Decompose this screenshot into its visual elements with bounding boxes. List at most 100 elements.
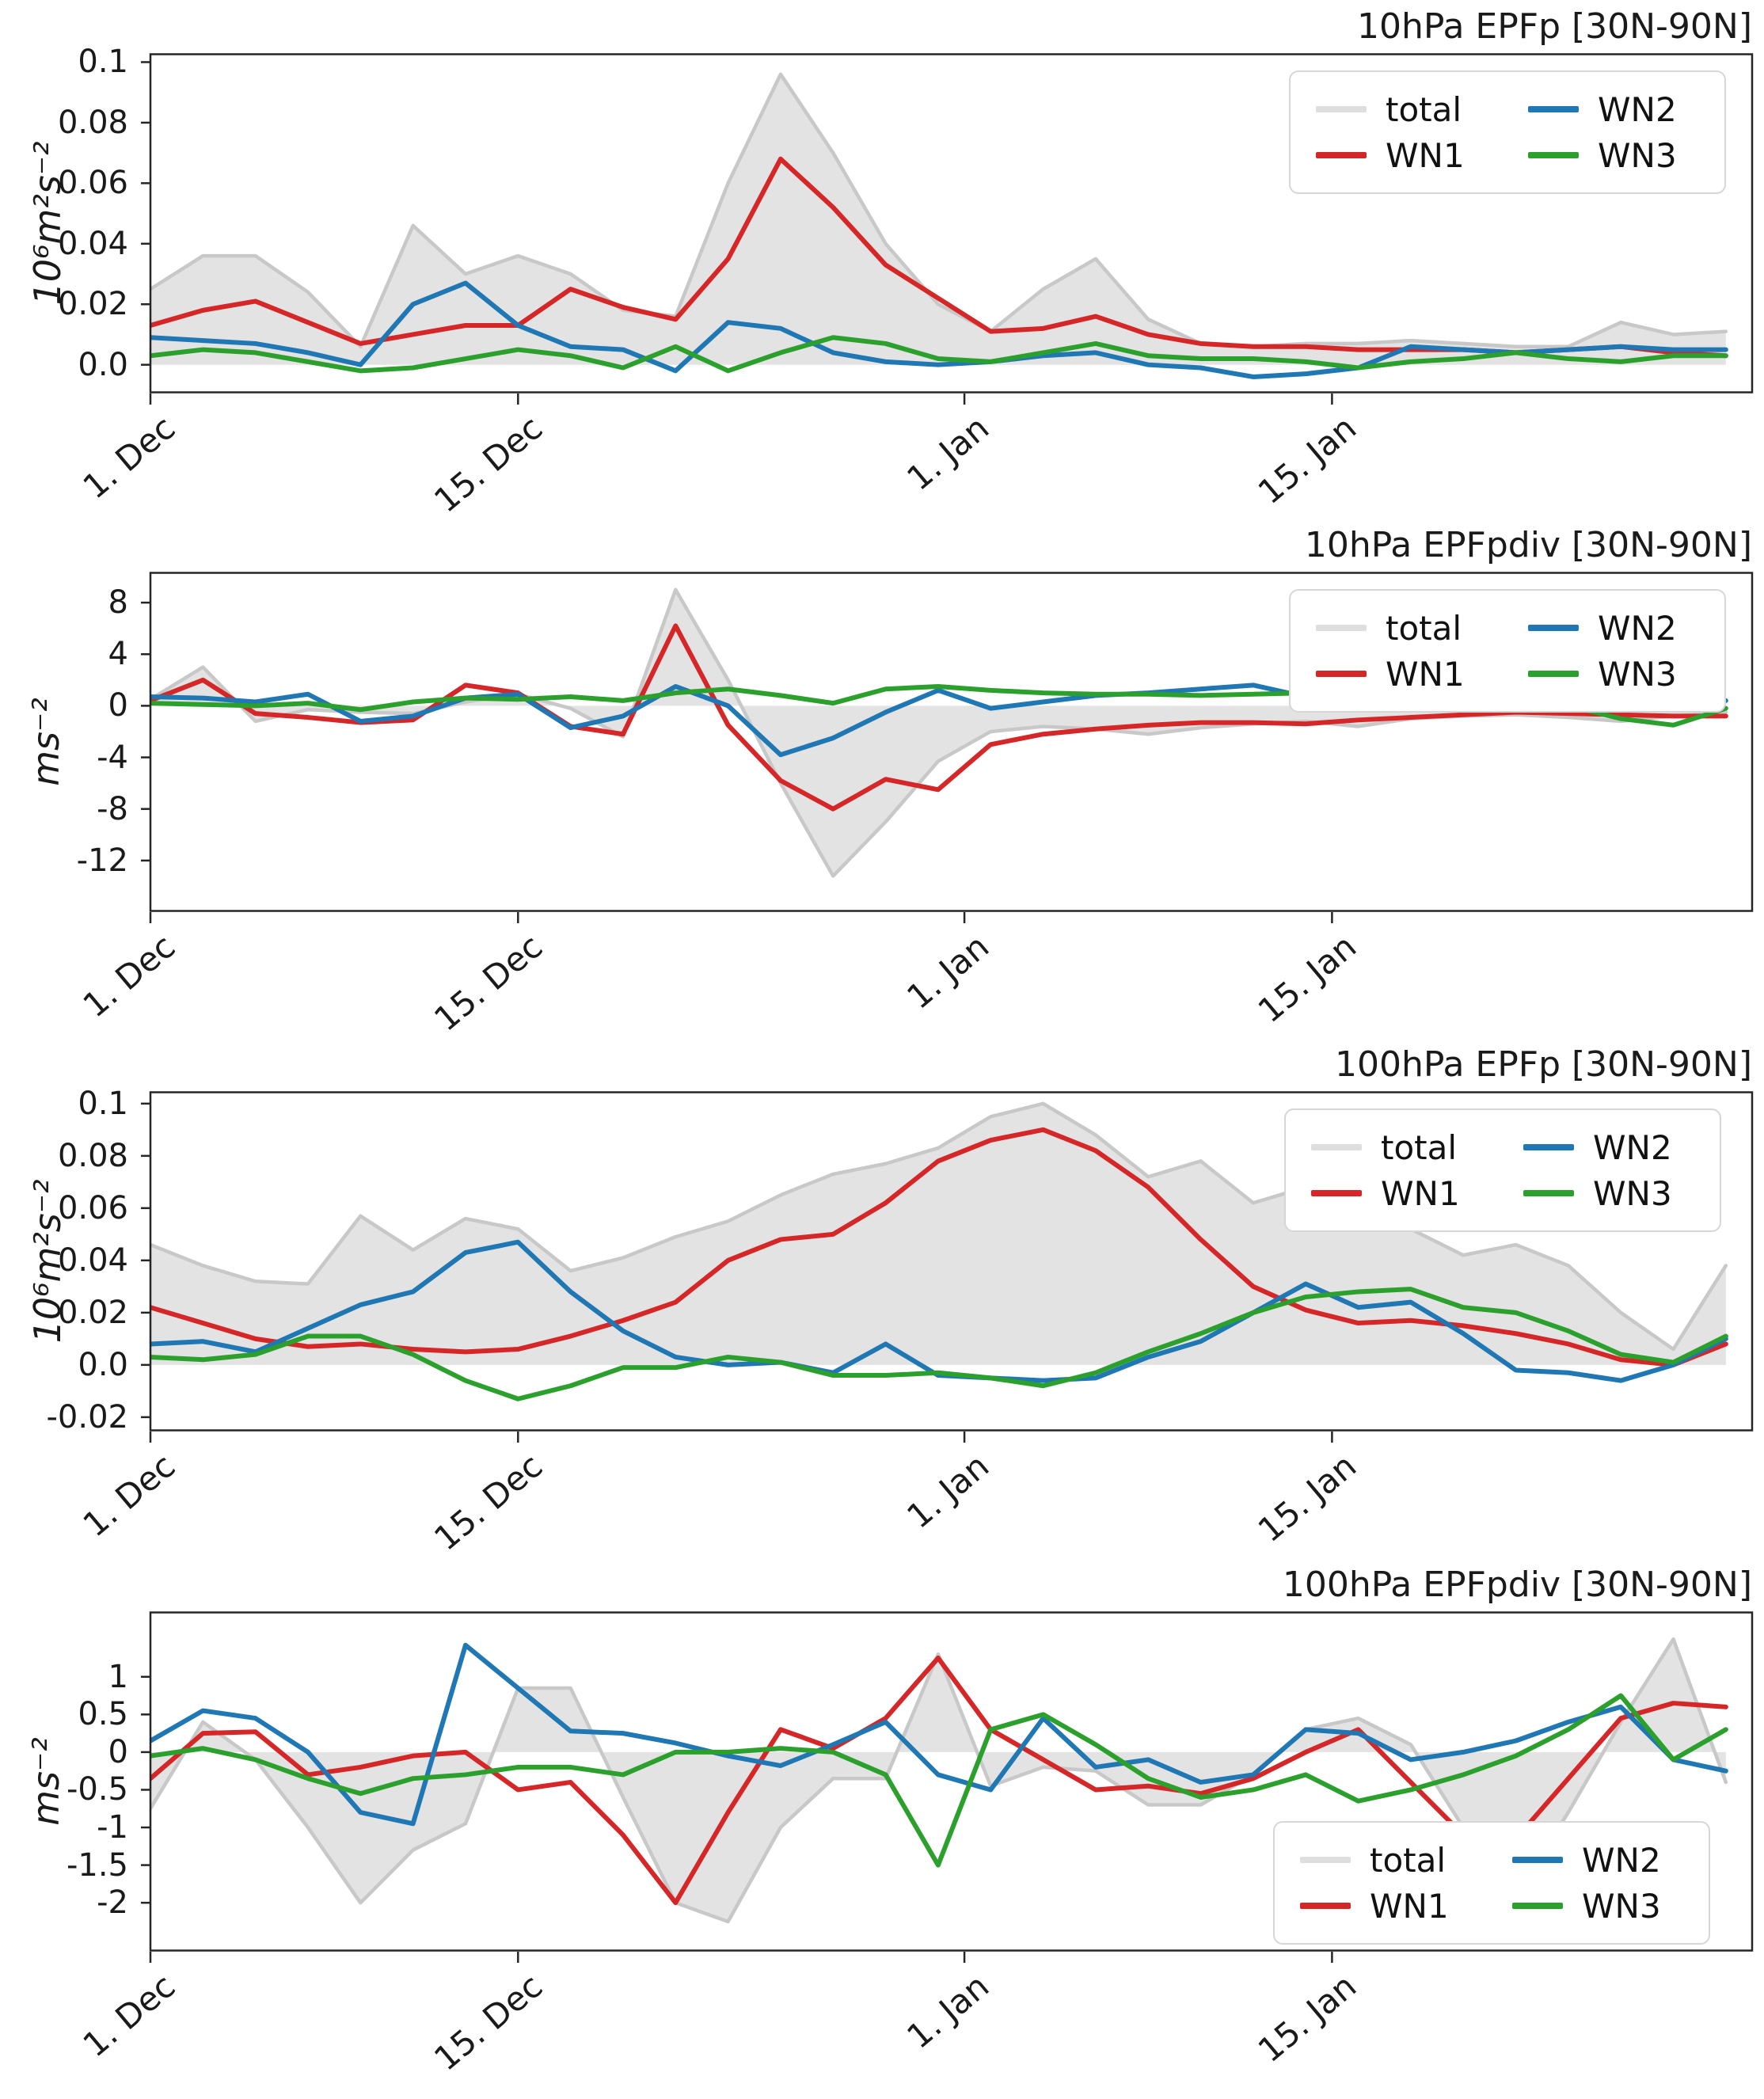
legend-label-wn1: WN1 bbox=[1386, 135, 1465, 175]
total-line-swatch-icon bbox=[1316, 625, 1367, 631]
wn3-line-1 bbox=[150, 335, 1728, 374]
legend-item-wn2: WN2 bbox=[1507, 86, 1720, 132]
panel-4-legend: total WN1 WN2 WN3 bbox=[1273, 1821, 1710, 1945]
y-tick-label: 0.1 bbox=[78, 1085, 128, 1122]
legend-label-wn2: WN2 bbox=[1593, 1127, 1672, 1167]
legend-label-wn3: WN3 bbox=[1598, 135, 1677, 175]
wn1-line-3 bbox=[150, 1127, 1728, 1367]
y-tick-label: -8 bbox=[97, 790, 128, 827]
panel-3-legend: total WN1 WN2 WN3 bbox=[1284, 1108, 1721, 1232]
wn3-line-swatch-icon bbox=[1528, 152, 1579, 158]
legend-label-wn2: WN2 bbox=[1598, 608, 1677, 648]
legend-item-wn3: WN3 bbox=[1503, 1170, 1715, 1216]
x-tick-label: 15. Jan bbox=[1251, 1446, 1364, 1550]
legend-label-wn1: WN1 bbox=[1386, 654, 1465, 694]
x-tick-label: 15. Dec bbox=[427, 408, 550, 520]
total-line-3 bbox=[150, 1101, 1728, 1352]
total-line-swatch-icon bbox=[1311, 1144, 1362, 1150]
legend-label-wn2: WN2 bbox=[1582, 1840, 1661, 1880]
x-tick-label: 15. Jan bbox=[1251, 408, 1364, 512]
y-tick-label: 0.06 bbox=[57, 165, 128, 202]
wn2-line-swatch-icon bbox=[1528, 106, 1579, 112]
legend-label-total: total bbox=[1386, 89, 1462, 129]
panel-2-title: 10hPa EPFpdiv [30N-90N] bbox=[1304, 525, 1752, 565]
legend-item-wn3: WN3 bbox=[1507, 651, 1720, 697]
panel-3-plot-area bbox=[141, 1091, 1754, 1443]
y-tick-label: -0.5 bbox=[66, 1771, 128, 1808]
panel-2-legend: total WN1 WN2 WN3 bbox=[1289, 589, 1726, 713]
wn2-line-4 bbox=[150, 1642, 1728, 1827]
y-tick-label: 0.04 bbox=[57, 225, 128, 262]
legend-item-wn2: WN2 bbox=[1507, 605, 1720, 651]
wn3-line-4 bbox=[150, 1693, 1728, 1868]
wn1-line-swatch-icon bbox=[1316, 152, 1367, 158]
axes-frame-4 bbox=[149, 1611, 1754, 1952]
wn1-line-swatch-icon bbox=[1311, 1190, 1362, 1196]
x-tick-label: 1. Jan bbox=[899, 408, 997, 498]
legend-item-total: total bbox=[1295, 605, 1507, 651]
x-tick-label: 1. Dec bbox=[75, 926, 183, 1025]
legend-item-total: total bbox=[1295, 86, 1507, 132]
total-line-swatch-icon bbox=[1300, 1857, 1351, 1863]
wn1-line-swatch-icon bbox=[1300, 1903, 1351, 1909]
legend-item-wn3: WN3 bbox=[1492, 1883, 1704, 1929]
legend-label-wn3: WN3 bbox=[1582, 1886, 1661, 1926]
y-tick-label: 0.06 bbox=[57, 1189, 128, 1226]
x-tick-label: 1. Dec bbox=[75, 1446, 183, 1545]
y-tick-label: 0.0 bbox=[78, 346, 128, 383]
wn1-line-swatch-icon bbox=[1316, 671, 1367, 677]
wn3-line-swatch-icon bbox=[1523, 1190, 1574, 1196]
y-tick-label: 4 bbox=[108, 636, 128, 673]
legend-item-wn1: WN1 bbox=[1295, 132, 1507, 178]
panel-4-plot-area bbox=[141, 1611, 1754, 1963]
legend-item-wn1: WN1 bbox=[1291, 1170, 1503, 1216]
panel-1-title: 10hPa EPFp [30N-90N] bbox=[1357, 6, 1752, 47]
x-tick-label: 15. Jan bbox=[1251, 926, 1364, 1031]
y-tick-label: -0.02 bbox=[46, 1398, 129, 1435]
x-tick-label: 15. Dec bbox=[427, 1966, 550, 2078]
total-area-2 bbox=[150, 589, 1726, 876]
y-tick-label: -2 bbox=[97, 1884, 128, 1922]
legend-label-wn1: WN1 bbox=[1370, 1886, 1449, 1926]
y-tick-label: 8 bbox=[108, 584, 128, 622]
axes-frame-1 bbox=[149, 53, 1754, 394]
legend-label-wn3: WN3 bbox=[1598, 654, 1677, 694]
y-tick-label: 0 bbox=[108, 687, 128, 724]
wn3-line-swatch-icon bbox=[1528, 671, 1579, 677]
legend-label-wn3: WN3 bbox=[1593, 1173, 1672, 1213]
total-area-1 bbox=[150, 74, 1726, 365]
x-tick-label: 1. Jan bbox=[899, 926, 997, 1017]
legend-label-total: total bbox=[1381, 1127, 1458, 1167]
wn2-line-swatch-icon bbox=[1512, 1857, 1563, 1863]
axes-frame-2 bbox=[149, 572, 1754, 912]
y-tick-label: -1.5 bbox=[66, 1846, 128, 1884]
y-tick-label: 0.0 bbox=[78, 1346, 128, 1383]
legend-label-total: total bbox=[1386, 608, 1462, 648]
total-line-1 bbox=[150, 72, 1728, 349]
x-tick-label: 15. Dec bbox=[427, 926, 550, 1039]
x-tick-label: 1. Dec bbox=[75, 1966, 183, 2065]
wn2-line-1 bbox=[150, 280, 1728, 379]
y-tick-label: 0 bbox=[108, 1733, 128, 1770]
y-tick-label: 0.1 bbox=[78, 44, 128, 81]
legend-item-wn2: WN2 bbox=[1503, 1124, 1715, 1170]
legend-item-total: total bbox=[1291, 1124, 1503, 1170]
panel-4-title: 100hPa EPFpdiv [30N-90N] bbox=[1282, 1565, 1752, 1605]
y-tick-label: 0.02 bbox=[57, 1294, 128, 1331]
legend-item-wn2: WN2 bbox=[1492, 1837, 1704, 1883]
y-tick-label: 0.08 bbox=[57, 104, 128, 141]
panel-1-legend: total WN1 WN2 WN3 bbox=[1289, 70, 1726, 194]
legend-item-total: total bbox=[1279, 1837, 1492, 1883]
legend-label-total: total bbox=[1370, 1840, 1447, 1880]
wn2-line-swatch-icon bbox=[1523, 1144, 1574, 1150]
y-tick-label: 0.02 bbox=[57, 286, 128, 323]
x-tick-label: 1. Jan bbox=[899, 1966, 997, 2056]
wn2-line-3 bbox=[150, 1239, 1728, 1383]
wn3-line-swatch-icon bbox=[1512, 1903, 1563, 1909]
wn1-line-2 bbox=[150, 623, 1728, 812]
y-tick-label: 1 bbox=[108, 1658, 128, 1695]
x-tick-label: 1. Dec bbox=[75, 408, 183, 507]
y-tick-label: 0.08 bbox=[57, 1137, 128, 1174]
x-tick-label: 15. Dec bbox=[427, 1446, 550, 1558]
